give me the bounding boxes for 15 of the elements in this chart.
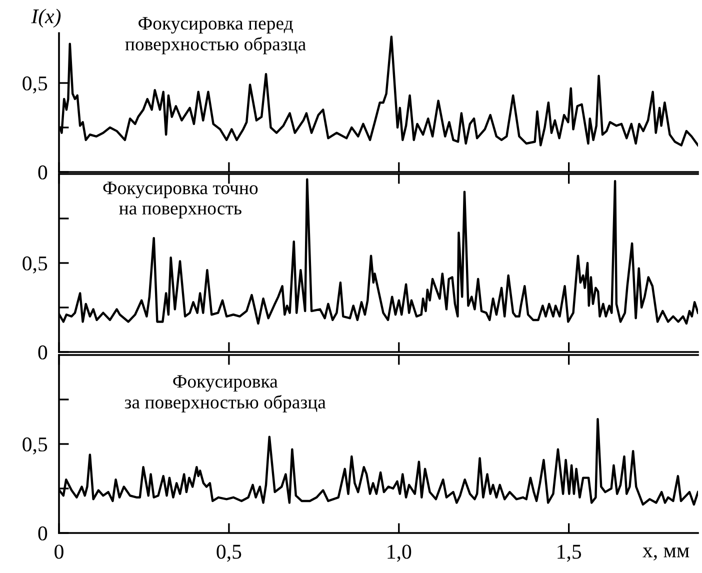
y-tick-label: 0,5 bbox=[22, 437, 48, 454]
y-tick-label: 0,5 bbox=[22, 76, 48, 94]
annotation: Фокусировка за поверхностью образца bbox=[124, 375, 326, 412]
y-tick-label: 0 bbox=[38, 526, 48, 540]
annotation: Фокусировка точно на поверхность bbox=[103, 182, 258, 218]
x-tick-label: 0 bbox=[54, 544, 64, 559]
annotation: Фокусировка перед поверхностью образца bbox=[125, 17, 306, 54]
y-tick-label: 0 bbox=[38, 345, 48, 360]
y-tick-label: 0,5 bbox=[22, 256, 48, 274]
x-axis-title: x, мм bbox=[642, 548, 690, 560]
x-tick-label: 0,5 bbox=[216, 544, 242, 562]
y-tick-label: 0 bbox=[38, 165, 48, 180]
y-axis-title: I(x) bbox=[31, 8, 61, 28]
x-tick-label: 1,5 bbox=[558, 544, 582, 562]
x-tick-label: 1,0 bbox=[388, 544, 412, 562]
